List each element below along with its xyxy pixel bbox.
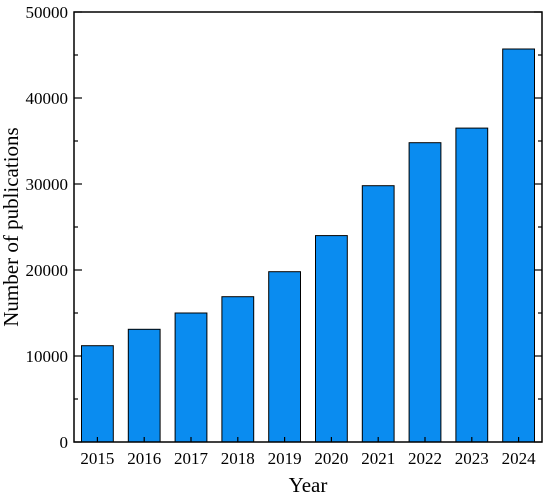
x-axis-title: Year — [289, 473, 328, 497]
bar-2021 — [361, 185, 395, 443]
x-tick-label-2016: 2016 — [127, 449, 161, 468]
x-tick-label-2015: 2015 — [80, 449, 114, 468]
y-tick-label-10000: 10000 — [26, 347, 69, 366]
y-axis-ticks: 0 10000 20000 30000 40000 50000 — [26, 3, 542, 452]
bar-2018 — [221, 296, 255, 443]
y-tick-label-0: 0 — [60, 433, 69, 452]
bars-group — [81, 48, 536, 443]
x-tick-label-2018: 2018 — [221, 449, 255, 468]
bar-2020 — [315, 235, 348, 443]
y-axis-title: Number of publications — [0, 127, 23, 326]
bar-2024 — [502, 48, 536, 443]
bar-2016 — [127, 328, 161, 443]
x-tick-label-2021: 2021 — [361, 449, 395, 468]
bar-2023 — [455, 127, 489, 443]
bar-2017 — [174, 312, 208, 443]
x-tick-label-2020: 2020 — [314, 449, 348, 468]
y-tick-label-20000: 20000 — [26, 261, 69, 280]
x-tick-label-2017: 2017 — [174, 449, 209, 468]
y-tick-label-40000: 40000 — [26, 89, 69, 108]
x-axis-ticks: 2015 2016 2017 2018 2019 2020 2021 2022 2023 2024 — [80, 437, 536, 468]
y-tick-label-30000: 30000 — [26, 175, 69, 194]
x-tick-label-2022: 2022 — [408, 449, 442, 468]
plot-frame — [73, 11, 543, 443]
bar-2019 — [268, 271, 302, 443]
x-tick-label-2024: 2024 — [502, 449, 537, 468]
y-tick-label-50000: 50000 — [26, 3, 69, 22]
x-tick-label-2019: 2019 — [268, 449, 302, 468]
bar-2022 — [408, 142, 442, 443]
x-tick-label-2023: 2023 — [455, 449, 489, 468]
bar-2015 — [81, 345, 114, 443]
